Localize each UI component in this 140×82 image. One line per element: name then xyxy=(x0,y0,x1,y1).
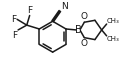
Text: O: O xyxy=(81,12,88,21)
Text: CH₃: CH₃ xyxy=(107,18,120,24)
Text: F: F xyxy=(11,15,16,24)
Text: O: O xyxy=(81,39,88,48)
Text: F: F xyxy=(12,31,17,40)
Text: F: F xyxy=(28,6,33,15)
Text: N: N xyxy=(61,2,68,10)
Text: B: B xyxy=(75,25,82,35)
Text: CH₃: CH₃ xyxy=(107,36,120,42)
